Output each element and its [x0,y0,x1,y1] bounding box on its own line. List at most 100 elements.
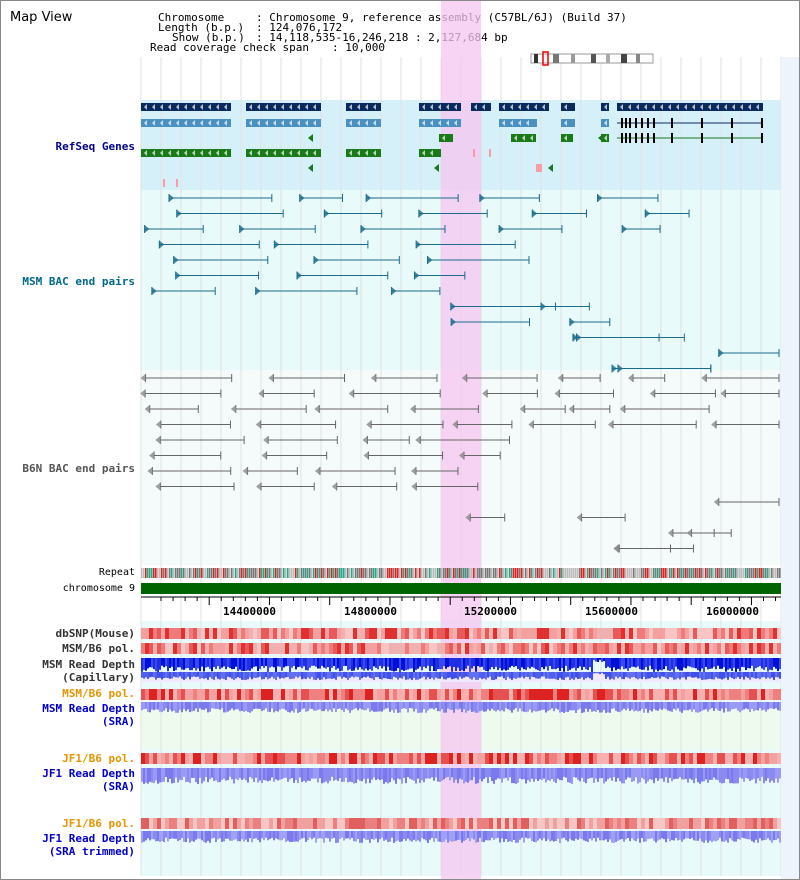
heatmap-cell [173,753,177,764]
depth-bar [457,768,459,784]
depth-bar [481,702,483,711]
heatmap-cell [493,643,497,654]
heatmap-cell [249,689,253,700]
heatmap-cell [297,753,301,764]
depth-bar [673,672,675,680]
depth-bar [445,831,447,840]
repeat-mark [147,568,149,578]
repeat-mark [721,568,723,578]
depth-bar [267,672,269,680]
depth-bar [441,768,443,781]
repeat-mark [763,568,765,578]
heatmap-cell [465,628,469,639]
repeat-mark [249,568,251,578]
depth-bar [355,768,357,784]
depth-bar [621,658,623,667]
heatmap-cell [437,628,441,639]
heatmap-cell [645,689,649,700]
heatmap-cell [637,643,641,654]
depth-bar [351,672,353,677]
heatmap-cell [685,643,689,654]
depth-bar [259,658,261,669]
depth-bar [487,658,489,672]
heatmap-cell [249,753,253,764]
depth-bar [743,831,745,839]
repeat-mark [779,568,781,578]
depth-bar [531,672,533,677]
repeat-mark [329,568,331,578]
depth-bar [399,658,401,672]
heatmap-cell [245,753,249,764]
heatmap-cell [557,643,561,654]
depth-bar [249,702,251,713]
depth-bar [297,702,299,713]
depth-bar [257,672,259,678]
heatmap-cell [473,689,477,700]
repeat-mark [515,568,517,578]
depth-bar [379,768,381,781]
depth-bar [477,702,479,713]
repeat-mark [399,568,401,578]
depth-bar [335,831,337,843]
depth-bar [527,768,529,781]
depth-bar [179,658,181,668]
depth-bar [547,768,549,781]
depth-bar [681,702,683,713]
heatmap-cell [161,628,165,639]
heatmap-cell [237,689,241,700]
heatmap-cell [141,753,145,764]
depth-bar [611,658,613,672]
repeat-mark [145,568,147,578]
heatmap-cell [705,628,709,639]
heatmap-cell [565,689,569,700]
heatmap-cell [369,643,373,654]
repeat-mark [217,568,219,578]
depth-bar [455,672,457,679]
depth-bar [363,702,365,711]
depth-bar [231,768,233,780]
depth-bar [351,768,353,783]
repeat-mark [719,568,721,578]
depth-bar [533,831,535,842]
depth-bar [721,702,723,709]
strand-arrow [446,104,449,110]
depth-bar [189,768,191,784]
depth-bar [733,831,735,842]
depth-bar [745,768,747,778]
depth-bar [243,672,245,680]
depth-bar [281,702,283,709]
depth-bar [645,658,647,668]
heatmap-cell [561,689,565,700]
depth-bar [581,768,583,778]
heatmap-cell [649,628,653,639]
depth-bar [259,672,261,677]
repeat-mark [603,568,605,578]
depth-bar [447,672,449,678]
depth-bar [673,658,675,672]
gene-arrow [598,134,603,142]
depth-bar [493,768,495,784]
depth-bar [365,672,367,678]
gene-exon [647,118,649,128]
depth-bar [741,658,743,667]
depth-bar [399,702,401,713]
heatmap-cell [285,643,289,654]
depth-bar [401,702,403,709]
depth-bar [159,831,161,843]
heatmap-cell [305,753,309,764]
depth-bar [351,658,353,671]
depth-bar [225,702,227,713]
depth-bar [511,702,513,713]
depth-bar [615,768,617,782]
depth-bar [557,831,559,839]
track-label-msm-depth-sra: MSM Read Depth (SRA) [42,702,135,728]
heatmap-cell [693,643,697,654]
heatmap-cell [713,818,717,829]
strand-arrow [200,104,203,110]
depth-bar [727,658,729,670]
depth-bar [453,768,455,783]
heatmap-cell [469,643,473,654]
depth-bar [161,768,163,783]
repeat-mark [383,568,385,578]
